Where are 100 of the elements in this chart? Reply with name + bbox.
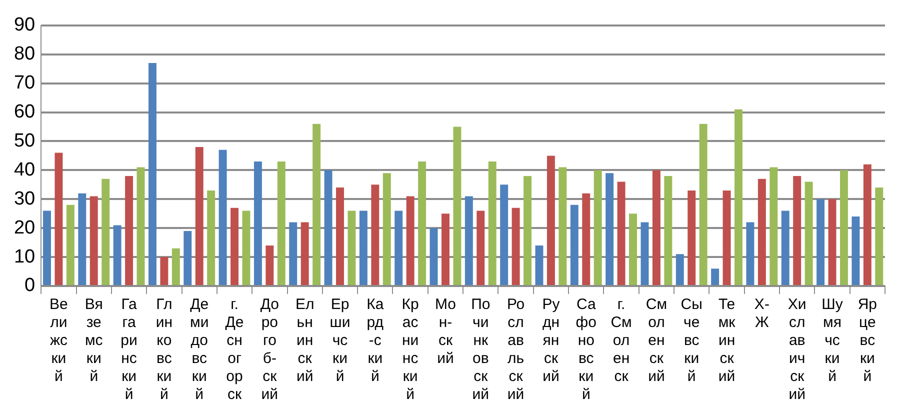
y-tick-label: 0 [24, 275, 36, 296]
bar [781, 210, 790, 285]
bar [230, 208, 239, 285]
x-tick-label: Ершичский [330, 296, 350, 386]
y-tick-label: 70 [14, 72, 36, 94]
x-tick-label: г. Смоленск [610, 296, 632, 386]
bar [324, 170, 332, 285]
bar [816, 199, 825, 285]
bar [371, 184, 380, 285]
x-tick-label: Краснинский [402, 296, 419, 404]
x-tick-label: Починковский [471, 296, 490, 404]
x-tick-label: Шумячский [822, 296, 844, 386]
bar [558, 167, 567, 285]
bar [734, 109, 742, 285]
bar [430, 228, 438, 285]
bar [606, 173, 614, 285]
bar [207, 190, 216, 285]
bar [524, 176, 532, 285]
x-tick-label: Кард-ский [366, 296, 384, 386]
bar [277, 161, 286, 285]
y-tick-label: 80 [14, 44, 36, 65]
bar [546, 156, 555, 285]
x-tick-label: Смоленский [646, 296, 668, 386]
bar [43, 210, 51, 285]
x-tick-label: Ярцевский [858, 296, 878, 386]
bar [840, 170, 848, 285]
x-tick-label: Ельнинский [295, 296, 314, 386]
bar [488, 161, 496, 285]
bar [453, 126, 462, 285]
x-tick-label: Сафоновский [576, 296, 596, 404]
bar [382, 173, 391, 285]
bar [676, 254, 684, 285]
bar [442, 214, 450, 285]
bar [582, 193, 590, 285]
bar [570, 204, 578, 285]
bar [722, 190, 731, 285]
bar [336, 188, 344, 285]
bar [617, 182, 626, 285]
x-tick-label: Велижский [50, 296, 68, 386]
bar [535, 245, 544, 285]
bar [629, 214, 637, 285]
bar [348, 210, 356, 285]
bar [758, 178, 766, 285]
bar [863, 164, 872, 285]
bar [804, 182, 813, 285]
bar [312, 124, 321, 285]
y-tick-label: 20 [14, 217, 36, 238]
bar [78, 193, 86, 285]
x-tick-label: Мон-ский [434, 296, 456, 368]
x-tick-label: Рославльский [506, 296, 525, 404]
bar [640, 222, 649, 285]
x-tick-label: Сычевский [680, 296, 702, 386]
x-tick-label: Вяземский [84, 296, 104, 386]
x-tick-label: Глинковский [156, 296, 173, 404]
x-tick-label: Темкинский [718, 296, 736, 386]
bar [852, 216, 860, 285]
bar [512, 208, 520, 285]
bar [195, 147, 204, 285]
bar [136, 167, 145, 285]
x-tick-label: Демидовский [190, 296, 209, 404]
bar [90, 196, 98, 285]
bar [254, 161, 262, 285]
bar [102, 178, 110, 285]
y-tick-label: 50 [14, 130, 36, 152]
bar [793, 176, 802, 285]
bar [464, 196, 473, 285]
bar [406, 196, 414, 285]
bar [300, 222, 309, 285]
x-tick-label: Руднянский [542, 296, 560, 386]
y-tick-label: 60 [14, 102, 36, 122]
bar [266, 245, 274, 285]
bar [125, 176, 134, 285]
bar [652, 170, 660, 285]
bar [746, 222, 754, 285]
bar [66, 204, 74, 285]
bar [875, 188, 884, 285]
bar [711, 268, 720, 285]
bar [594, 170, 602, 285]
bar [828, 199, 836, 285]
bar [418, 161, 426, 285]
bar [688, 190, 696, 285]
y-tick-label: 40 [14, 159, 36, 180]
y-tick-label: 30 [14, 188, 36, 210]
bar [359, 210, 368, 285]
x-tick-label: Гагаринский [120, 296, 138, 404]
y-tick-label: 90 [14, 14, 36, 36]
bar [172, 248, 180, 285]
x-tick-label: Х-Ж [754, 296, 770, 332]
bar [160, 257, 168, 285]
bar [218, 150, 227, 285]
bar [289, 222, 298, 285]
bar [184, 230, 192, 285]
y-tick-label: 10 [14, 246, 36, 268]
bar [664, 176, 672, 285]
bar [148, 63, 156, 285]
bar [770, 167, 778, 285]
bar [54, 152, 63, 285]
bar [476, 210, 485, 285]
bar [113, 225, 122, 285]
x-tick-label: г. Десногорск [225, 296, 244, 404]
